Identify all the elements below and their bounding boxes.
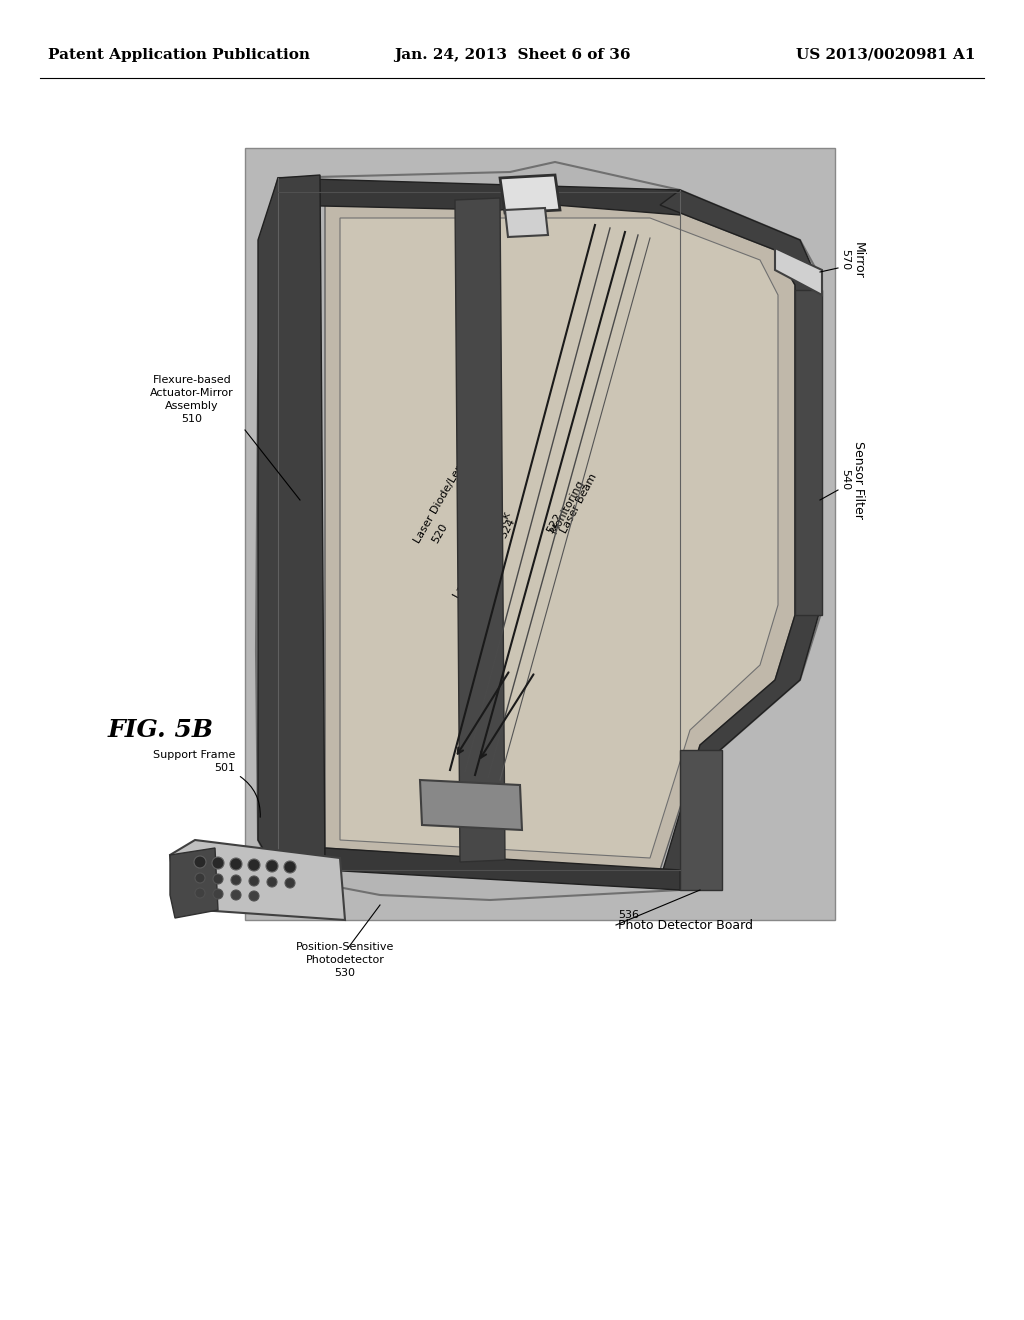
- Text: Actuator-Mirror: Actuator-Mirror: [151, 388, 233, 399]
- Bar: [245, 148, 835, 920]
- Polygon shape: [258, 176, 325, 875]
- Polygon shape: [256, 162, 822, 900]
- Text: Laser Beam: Laser Beam: [559, 473, 599, 535]
- Text: Position-Sensitive: Position-Sensitive: [296, 942, 394, 952]
- Text: Support Frame: Support Frame: [153, 750, 234, 760]
- Circle shape: [231, 890, 241, 900]
- Text: Photo Detector Board: Photo Detector Board: [618, 919, 753, 932]
- Text: Sensor Filter: Sensor Filter: [852, 441, 865, 519]
- Text: 536: 536: [618, 909, 639, 920]
- Polygon shape: [278, 178, 680, 215]
- Circle shape: [267, 876, 278, 887]
- Text: 510: 510: [181, 414, 203, 424]
- Text: 570: 570: [840, 249, 850, 271]
- Circle shape: [194, 855, 206, 869]
- Polygon shape: [455, 198, 505, 862]
- Circle shape: [284, 861, 296, 873]
- Text: US 2013/0020981 A1: US 2013/0020981 A1: [797, 48, 976, 62]
- Circle shape: [249, 891, 259, 902]
- Text: Patent Application Publication: Patent Application Publication: [48, 48, 310, 62]
- Polygon shape: [680, 750, 722, 890]
- Text: Laser Beam: Laser Beam: [452, 537, 492, 601]
- Text: Jan. 24, 2013  Sheet 6 of 36: Jan. 24, 2013 Sheet 6 of 36: [394, 48, 630, 62]
- Circle shape: [248, 859, 260, 871]
- Circle shape: [230, 858, 242, 870]
- Circle shape: [266, 861, 278, 873]
- Circle shape: [285, 878, 295, 888]
- Polygon shape: [775, 248, 822, 294]
- Polygon shape: [340, 218, 778, 858]
- Polygon shape: [170, 847, 218, 917]
- Polygon shape: [170, 840, 345, 920]
- Text: 530: 530: [335, 968, 355, 978]
- Text: Assembly: Assembly: [165, 401, 219, 411]
- Text: 501: 501: [214, 763, 234, 774]
- Circle shape: [213, 888, 223, 899]
- Text: Laser Diode/Lens Assembly: Laser Diode/Lens Assembly: [413, 408, 498, 545]
- Polygon shape: [325, 205, 795, 870]
- Polygon shape: [660, 190, 820, 890]
- Circle shape: [249, 876, 259, 886]
- Text: Flexure-based: Flexure-based: [153, 375, 231, 385]
- Circle shape: [213, 874, 223, 884]
- Text: Monitoring: Monitoring: [549, 478, 586, 535]
- Polygon shape: [500, 176, 560, 213]
- Circle shape: [212, 857, 224, 869]
- Polygon shape: [325, 847, 680, 890]
- Polygon shape: [505, 209, 548, 238]
- Circle shape: [195, 888, 205, 898]
- Text: 520: 520: [430, 521, 450, 545]
- Circle shape: [231, 875, 241, 884]
- Text: 540: 540: [840, 470, 850, 491]
- Circle shape: [195, 873, 205, 883]
- Text: Monitoring: Monitoring: [466, 523, 503, 579]
- Polygon shape: [420, 780, 522, 830]
- Text: 524: 524: [499, 516, 517, 540]
- Text: FIG. 5B: FIG. 5B: [108, 718, 214, 742]
- Polygon shape: [795, 290, 822, 615]
- Text: Photodetector: Photodetector: [305, 954, 384, 965]
- Text: Feedback: Feedback: [479, 508, 513, 560]
- Text: Mirror: Mirror: [852, 242, 865, 279]
- Text: 522: 522: [546, 512, 564, 535]
